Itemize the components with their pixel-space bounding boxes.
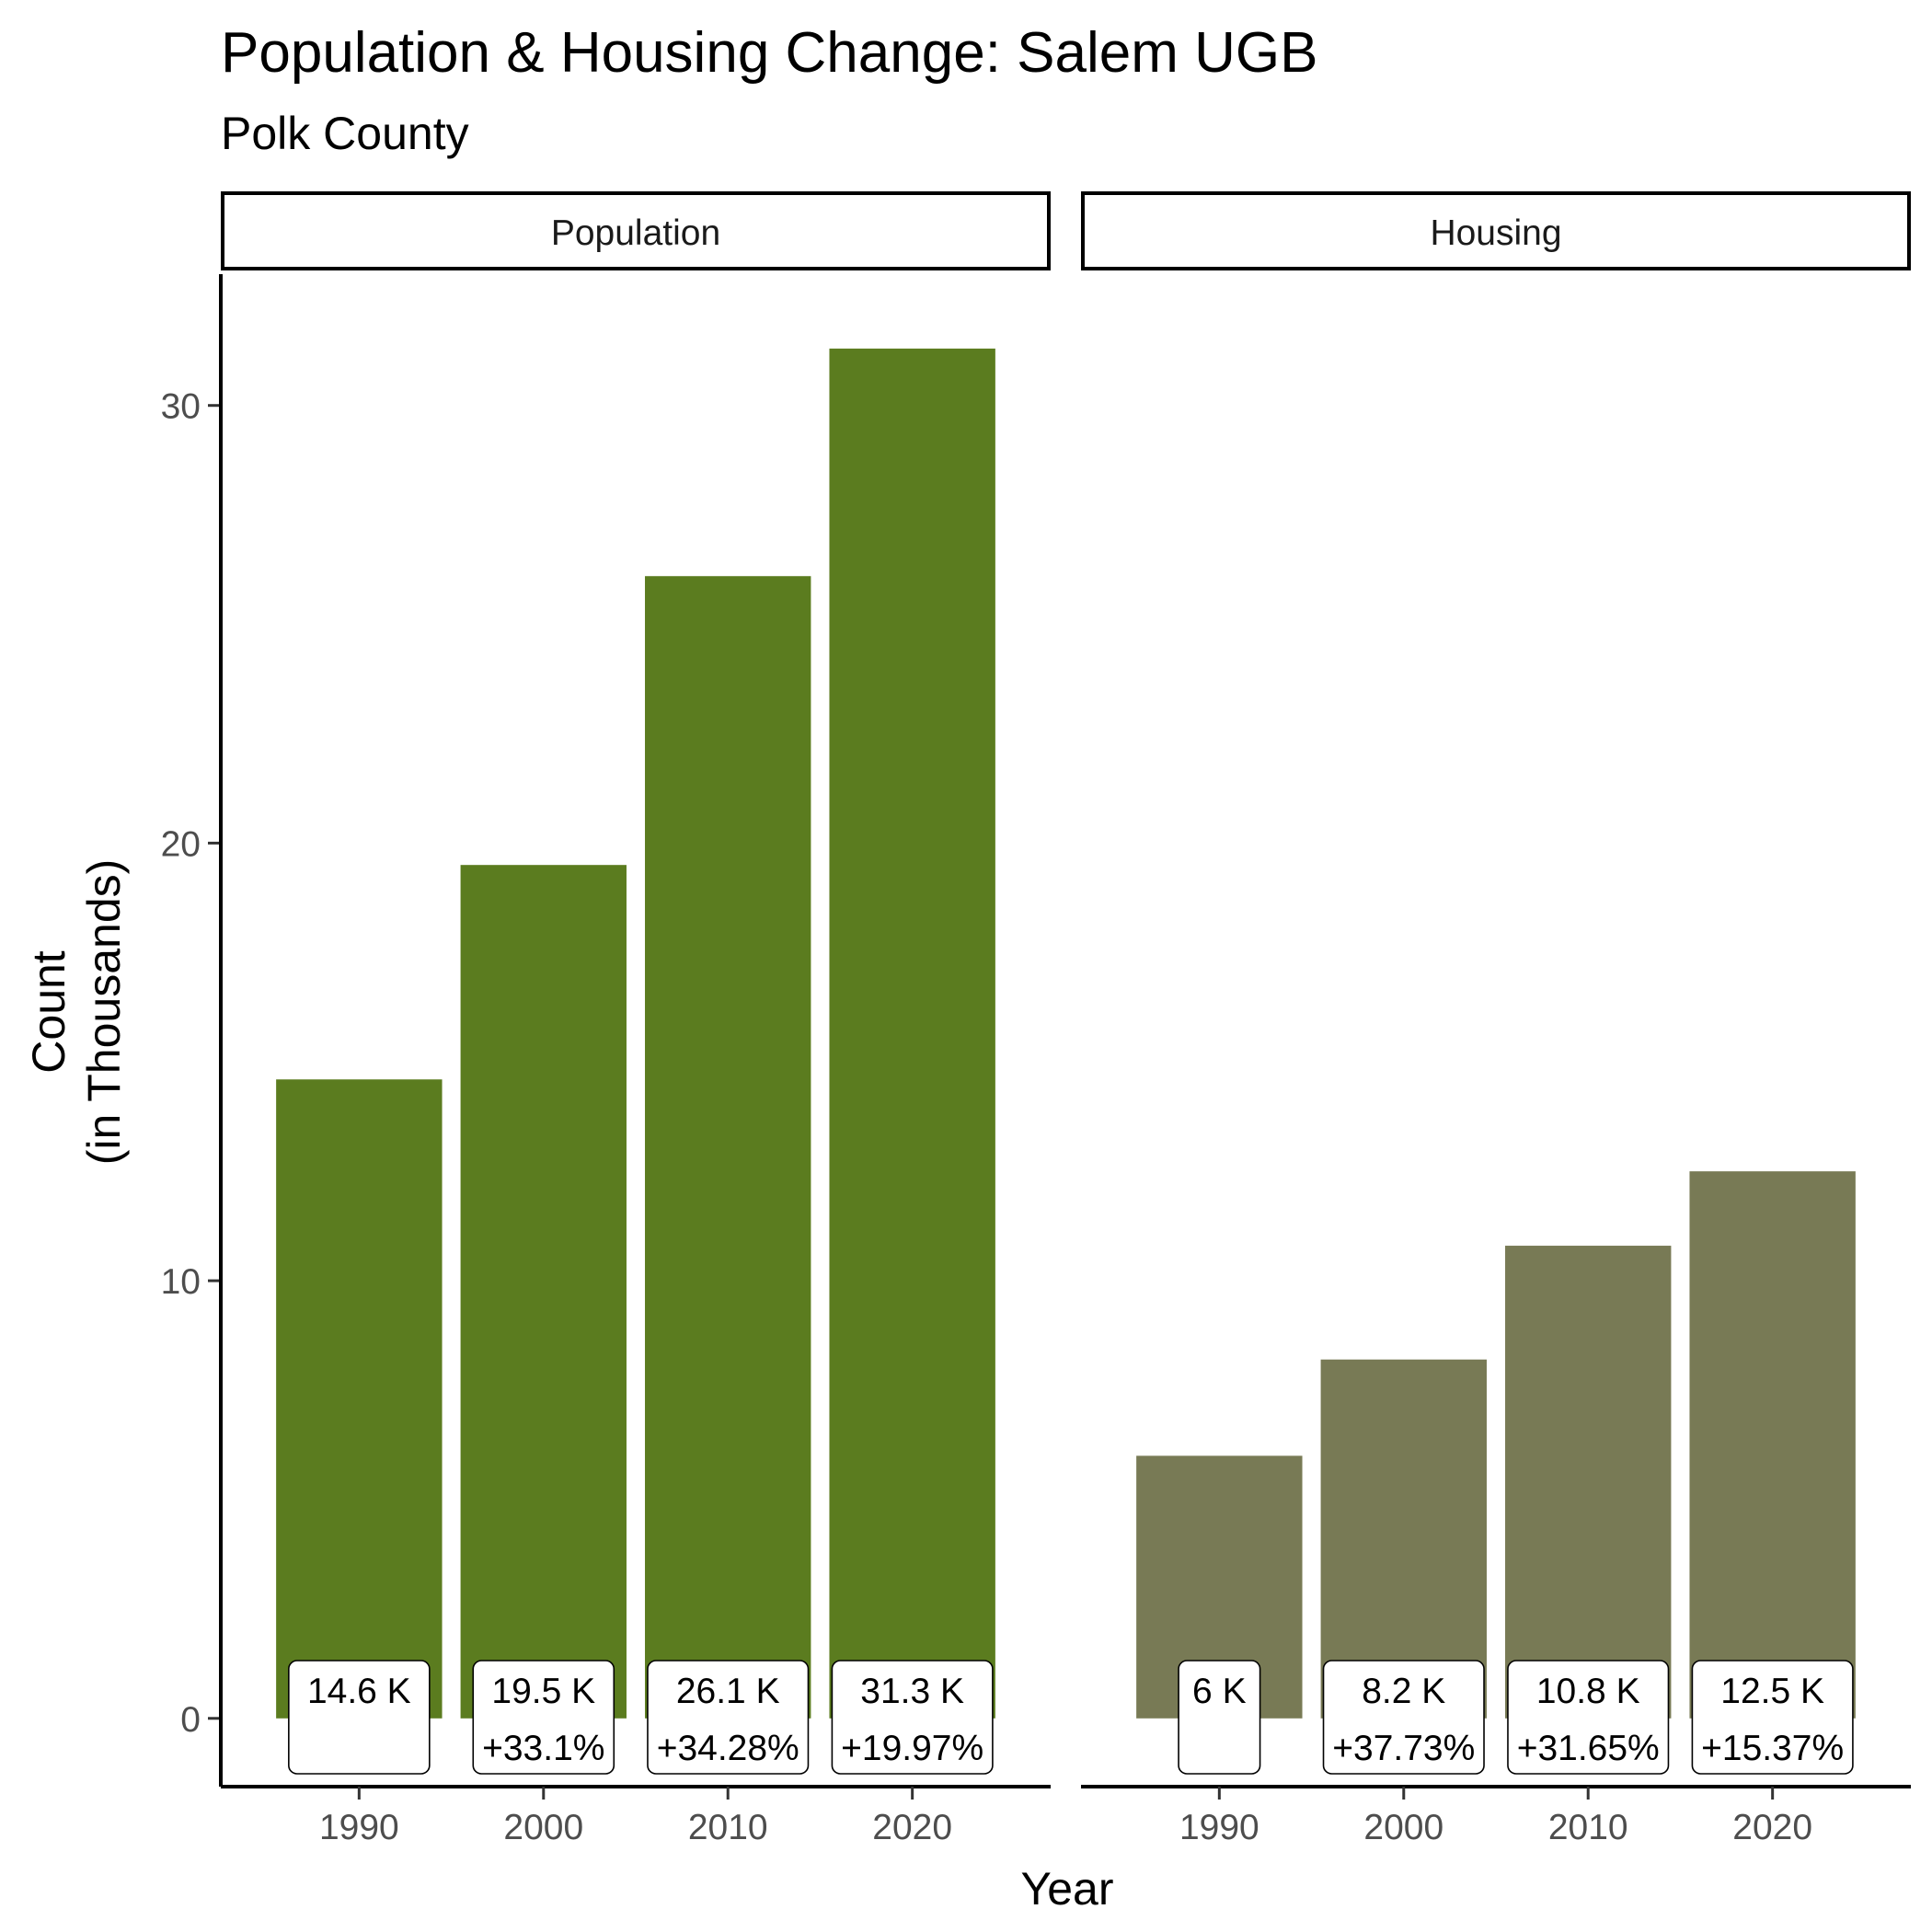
strip-label-housing: Housing xyxy=(1430,213,1561,253)
y-tick-label: 20 xyxy=(161,824,201,864)
bar-population-1990 xyxy=(276,1079,443,1719)
strip-label-population: Population xyxy=(551,213,720,253)
bar-population-2000 xyxy=(460,865,627,1719)
x-tick-label: 2010 xyxy=(1548,1808,1628,1847)
data-label-housing-1990: 6 K xyxy=(1192,1672,1247,1711)
x-tick-label: 2010 xyxy=(688,1808,768,1847)
x-tick-label: 2000 xyxy=(1363,1808,1443,1847)
data-label-housing-2010: 10.8 K xyxy=(1536,1672,1640,1711)
label-box-housing-2000 xyxy=(1322,1660,1485,1775)
data-label-housing-2000: 8.2 K xyxy=(1362,1672,1445,1711)
data-label-population-2020: 31.3 K xyxy=(860,1672,964,1711)
change-label-population-2020: +19.97% xyxy=(841,1729,983,1768)
label-box-housing-1990 xyxy=(1178,1660,1261,1775)
label-box-population-1990 xyxy=(288,1660,431,1775)
change-label-housing-2020: +15.37% xyxy=(1701,1729,1844,1768)
bar-population-2010 xyxy=(645,576,811,1719)
chart-title: Population & Housing Change: Salem UGB xyxy=(221,21,1317,85)
x-tick-label: 1990 xyxy=(319,1808,399,1847)
chart-subtitle: Polk County xyxy=(221,108,469,159)
label-box-population-2020 xyxy=(831,1660,994,1775)
x-tick-label: 2000 xyxy=(503,1808,583,1847)
change-label-housing-2000: +37.73% xyxy=(1332,1729,1475,1768)
data-label-housing-2020: 12.5 K xyxy=(1720,1672,1824,1711)
label-box-housing-2020 xyxy=(1691,1660,1854,1775)
change-label-population-2010: +34.28% xyxy=(657,1729,799,1768)
bar-housing-2000 xyxy=(1320,1359,1487,1719)
x-tick-label: 2020 xyxy=(872,1808,952,1847)
x-tick-label: 2020 xyxy=(1732,1808,1812,1847)
label-box-population-2010 xyxy=(647,1660,810,1775)
x-tick-label: 1990 xyxy=(1179,1808,1259,1847)
panel-population: Population 14.6 K 19.5 K +33.1% 26.1 K +34.28… xyxy=(221,191,1051,1847)
data-label-population-2010: 26.1 K xyxy=(676,1672,780,1711)
bar-population-2020 xyxy=(829,348,995,1719)
strip-box-population xyxy=(221,191,1051,270)
x-axis-label: Year xyxy=(1020,1863,1113,1915)
y-axis-label-line-1: Count xyxy=(23,950,75,1074)
y-tick-label: 30 xyxy=(161,387,201,427)
label-box-housing-2010 xyxy=(1507,1660,1670,1775)
y-tick-label: 10 xyxy=(161,1262,201,1302)
strip-box-housing xyxy=(1081,191,1911,270)
plot-area: 0 10 20 30 Population 14.6 K 19.5 K +33.1% 26.1 … xyxy=(161,191,1911,1847)
change-label-population-2000: +33.1% xyxy=(482,1729,604,1768)
bar-housing-2020 xyxy=(1689,1171,1856,1719)
change-label-housing-2010: +31.65% xyxy=(1517,1729,1660,1768)
bar-housing-2010 xyxy=(1505,1246,1672,1719)
y-axis-label-line-2: (in Thousands) xyxy=(78,859,130,1166)
label-box-population-2000 xyxy=(472,1660,615,1775)
y-axis-label: Count (in Thousands) xyxy=(23,859,130,1166)
y-tick-label: 0 xyxy=(180,1700,201,1740)
data-label-population-1990: 14.6 K xyxy=(307,1672,411,1711)
panel-housing: Housing 6 K 8.2 K +37.73% 10.8 K +31.65% 12.5 … xyxy=(1081,191,1911,1847)
data-label-population-2000: 19.5 K xyxy=(491,1672,595,1711)
